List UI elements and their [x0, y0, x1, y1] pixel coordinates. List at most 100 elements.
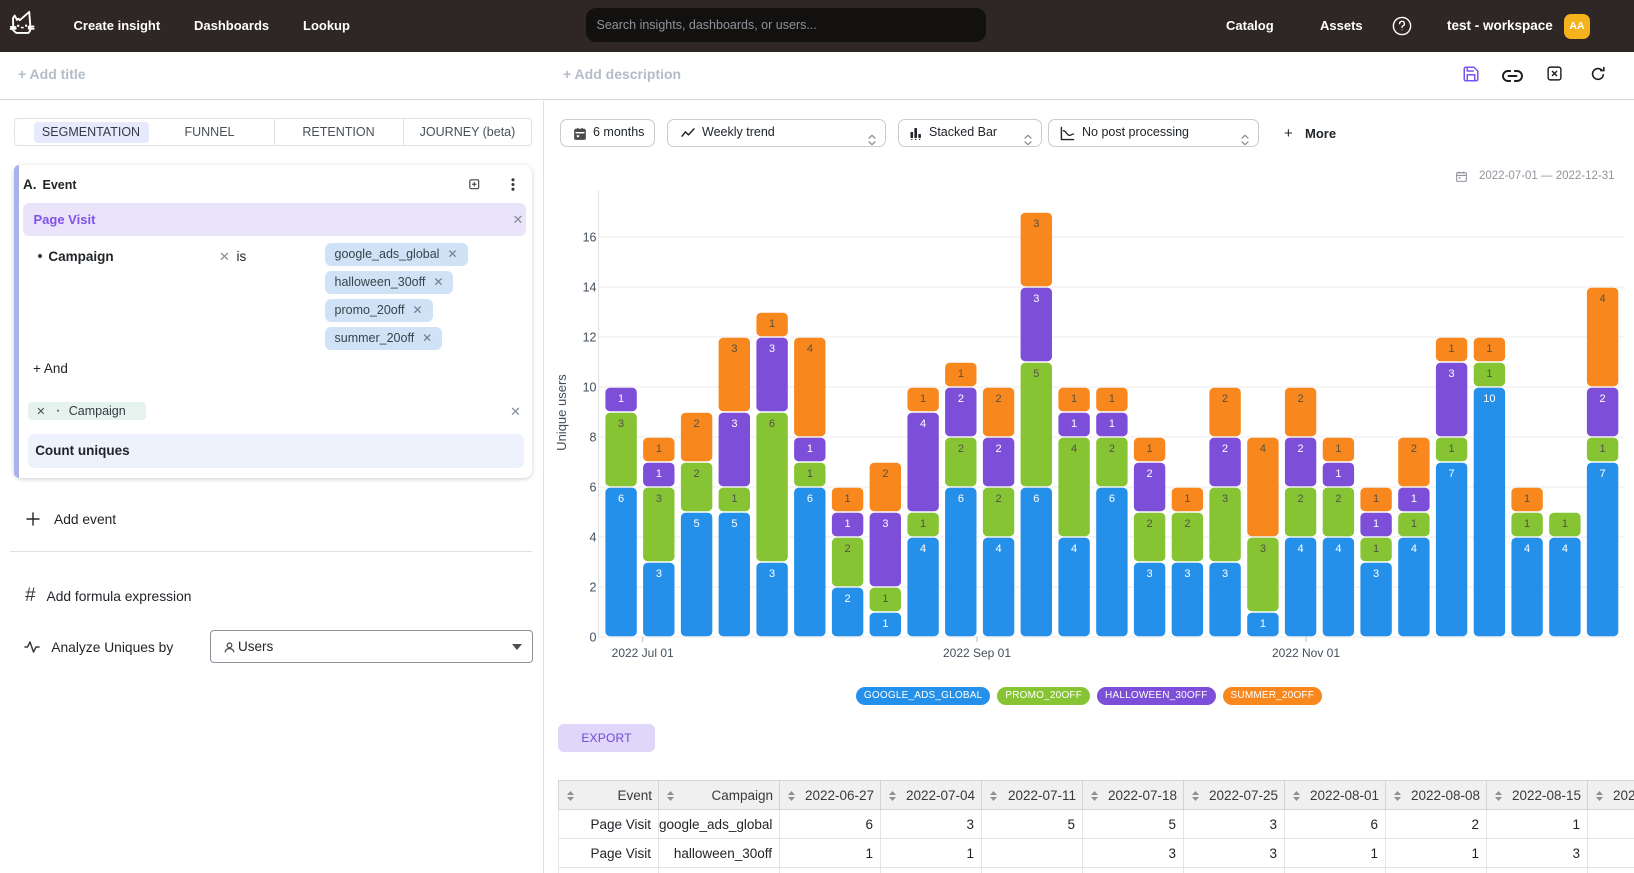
svg-text:3: 3	[1222, 493, 1228, 505]
svg-text:2: 2	[958, 443, 964, 455]
svg-text:3: 3	[882, 518, 888, 530]
svg-text:4: 4	[1411, 543, 1417, 555]
svg-text:1: 1	[731, 493, 737, 505]
svg-text:1: 1	[882, 618, 888, 630]
svg-text:1: 1	[882, 593, 888, 605]
svg-text:1: 1	[1147, 443, 1153, 455]
svg-text:4: 4	[1071, 443, 1077, 455]
svg-text:12: 12	[583, 331, 597, 345]
svg-text:1: 1	[1411, 518, 1417, 530]
svg-text:1: 1	[1071, 393, 1077, 405]
svg-text:1: 1	[1524, 518, 1530, 530]
svg-text:3: 3	[1033, 293, 1039, 305]
svg-text:1: 1	[1335, 468, 1341, 480]
svg-text:4: 4	[590, 531, 597, 545]
svg-text:4: 4	[996, 543, 1002, 555]
svg-text:2: 2	[882, 468, 888, 480]
svg-text:1: 1	[656, 468, 662, 480]
svg-text:8: 8	[590, 431, 597, 445]
svg-text:3: 3	[731, 418, 737, 430]
svg-text:1: 1	[958, 368, 964, 380]
svg-text:3: 3	[1260, 543, 1266, 555]
svg-text:2: 2	[1335, 493, 1341, 505]
svg-text:1: 1	[920, 518, 926, 530]
svg-text:3: 3	[731, 343, 737, 355]
svg-text:1: 1	[807, 443, 813, 455]
svg-text:2022 Jul 01: 2022 Jul 01	[612, 646, 674, 660]
svg-text:2: 2	[1298, 443, 1304, 455]
svg-text:16: 16	[583, 231, 597, 245]
svg-text:1: 1	[1184, 493, 1190, 505]
svg-text:1: 1	[1486, 343, 1492, 355]
svg-text:5: 5	[694, 518, 700, 530]
svg-text:2: 2	[845, 593, 851, 605]
svg-text:2022 Sep 01: 2022 Sep 01	[943, 646, 1011, 660]
svg-text:1: 1	[1449, 343, 1455, 355]
svg-text:1: 1	[618, 393, 624, 405]
svg-text:Unique users: Unique users	[554, 374, 569, 451]
svg-text:1: 1	[1109, 418, 1115, 430]
svg-text:2: 2	[958, 393, 964, 405]
svg-text:4: 4	[1524, 543, 1530, 555]
svg-text:2: 2	[845, 543, 851, 555]
svg-text:3: 3	[656, 568, 662, 580]
svg-text:2: 2	[1411, 443, 1417, 455]
svg-text:4: 4	[1071, 543, 1077, 555]
svg-text:6: 6	[769, 418, 775, 430]
svg-text:1: 1	[1562, 518, 1568, 530]
svg-text:3: 3	[1033, 218, 1039, 230]
svg-text:2: 2	[1600, 393, 1606, 405]
svg-text:1: 1	[1486, 368, 1492, 380]
svg-text:6: 6	[618, 493, 624, 505]
svg-text:3: 3	[1449, 368, 1455, 380]
svg-text:4: 4	[1298, 543, 1304, 555]
svg-text:2: 2	[1184, 518, 1190, 530]
svg-text:4: 4	[807, 343, 813, 355]
svg-text:1: 1	[1109, 393, 1115, 405]
svg-text:2: 2	[1147, 468, 1153, 480]
svg-text:2: 2	[694, 468, 700, 480]
svg-text:1: 1	[807, 468, 813, 480]
svg-text:3: 3	[1222, 568, 1228, 580]
svg-text:1: 1	[845, 493, 851, 505]
svg-text:1: 1	[1260, 618, 1266, 630]
svg-text:2: 2	[1109, 443, 1115, 455]
svg-text:1: 1	[1449, 443, 1455, 455]
svg-text:6: 6	[807, 493, 813, 505]
svg-text:6: 6	[958, 493, 964, 505]
svg-text:4: 4	[1335, 543, 1341, 555]
svg-text:1: 1	[920, 393, 926, 405]
svg-text:1: 1	[1373, 543, 1379, 555]
svg-text:4: 4	[1600, 293, 1606, 305]
svg-text:1: 1	[1524, 493, 1530, 505]
svg-text:2: 2	[1298, 493, 1304, 505]
svg-text:4: 4	[920, 543, 926, 555]
svg-text:5: 5	[1033, 368, 1039, 380]
svg-text:7: 7	[1449, 468, 1455, 480]
svg-text:4: 4	[1562, 543, 1568, 555]
svg-text:2: 2	[1147, 518, 1153, 530]
svg-text:5: 5	[731, 518, 737, 530]
svg-text:10: 10	[583, 381, 597, 395]
svg-text:2022 Nov 01: 2022 Nov 01	[1272, 646, 1340, 660]
svg-text:3: 3	[1373, 568, 1379, 580]
svg-text:10: 10	[1483, 393, 1495, 405]
svg-text:4: 4	[1260, 443, 1266, 455]
svg-text:2: 2	[1222, 393, 1228, 405]
svg-text:3: 3	[656, 493, 662, 505]
svg-text:3: 3	[618, 418, 624, 430]
svg-text:3: 3	[1147, 568, 1153, 580]
svg-text:7: 7	[1600, 468, 1606, 480]
svg-text:3: 3	[769, 568, 775, 580]
svg-text:0: 0	[590, 631, 597, 645]
svg-text:2: 2	[694, 418, 700, 430]
svg-text:1: 1	[656, 443, 662, 455]
svg-text:1: 1	[1373, 518, 1379, 530]
svg-text:2: 2	[996, 443, 1002, 455]
svg-text:1: 1	[845, 518, 851, 530]
svg-text:1: 1	[1600, 443, 1606, 455]
svg-text:6: 6	[590, 481, 597, 495]
svg-text:1: 1	[1071, 418, 1077, 430]
svg-text:6: 6	[1109, 493, 1115, 505]
svg-text:1: 1	[769, 318, 775, 330]
